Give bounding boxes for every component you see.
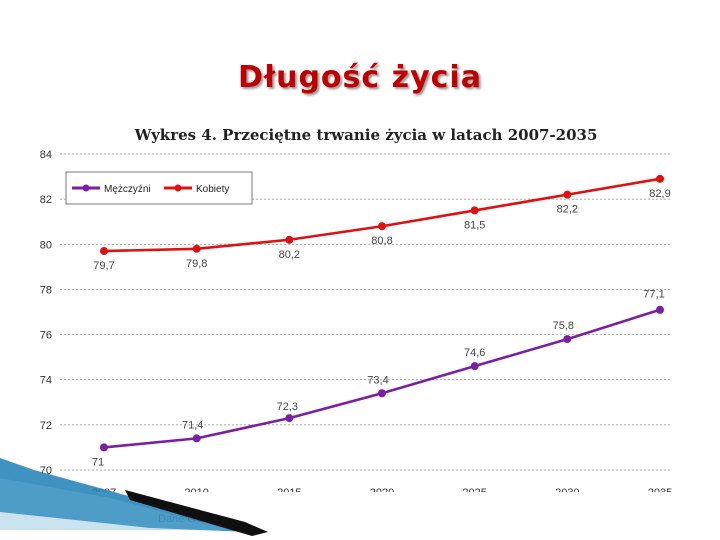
x-tick-label: 2035 <box>648 487 672 492</box>
data-label-men: 73,4 <box>367 374 388 386</box>
y-tick-label: 74 <box>40 375 52 387</box>
y-tick-label: 80 <box>40 239 52 251</box>
data-label-women: 80,8 <box>371 235 392 247</box>
x-tick-label: 2007 <box>92 487 116 492</box>
legend-label-men: Mężczyźni <box>104 184 151 195</box>
data-point-women <box>100 247 108 256</box>
x-tick-label: 2020 <box>370 487 394 492</box>
data-label-men: 75,8 <box>553 320 574 332</box>
data-label-men: 71 <box>92 456 104 468</box>
x-tick-label: 2010 <box>184 487 208 492</box>
x-tick-label: 2015 <box>277 487 301 492</box>
data-point-men <box>563 335 572 344</box>
y-tick-label: 70 <box>40 465 52 477</box>
legend-box <box>65 171 253 205</box>
data-label-women: 79,8 <box>186 258 207 270</box>
y-tick-label: 72 <box>40 420 52 432</box>
y-tick-label: 82 <box>40 194 52 206</box>
data-point-men <box>192 434 201 443</box>
data-label-women: 79,7 <box>93 260 114 272</box>
data-point-women <box>285 235 294 244</box>
data-label-women: 80,2 <box>279 249 300 261</box>
data-label-women: 81,5 <box>464 219 485 231</box>
data-point-women <box>470 206 479 215</box>
data-point-men <box>656 305 664 314</box>
data-point-women <box>563 190 572 199</box>
source-note: Dane GUS <box>158 513 212 525</box>
data-point-men <box>470 362 479 371</box>
data-point-men <box>100 443 108 452</box>
chart-container: Wykres 4. Przeciętne trwanie życia w lat… <box>36 118 676 492</box>
data-point-women <box>378 222 386 231</box>
chart-title: Wykres 4. Przeciętne trwanie życia w lat… <box>134 126 598 144</box>
data-point-men <box>378 389 386 398</box>
y-tick-label: 76 <box>40 330 52 342</box>
data-label-women: 82,2 <box>557 204 578 216</box>
legend-marker-women <box>174 184 182 192</box>
data-point-men <box>285 414 294 423</box>
data-label-men: 74,6 <box>464 347 485 359</box>
line-chart: Wykres 4. Przeciętne trwanie życia w lat… <box>40 126 672 492</box>
data-point-women <box>192 244 201 253</box>
data-point-women <box>656 174 664 183</box>
y-tick-label: 78 <box>40 284 52 296</box>
legend-label-women: Kobiety <box>196 184 229 195</box>
y-tick-label: 84 <box>40 149 52 161</box>
data-label-men: 72,3 <box>277 401 298 413</box>
data-label-men: 77,1 <box>643 289 664 301</box>
x-tick-label: 2030 <box>555 487 579 492</box>
data-label-women: 82,9 <box>649 188 670 200</box>
slide-title: Długość życia <box>238 60 482 96</box>
x-tick-label: 2025 <box>462 487 486 492</box>
legend-marker-men <box>82 184 90 192</box>
data-label-men: 71,4 <box>182 419 203 431</box>
